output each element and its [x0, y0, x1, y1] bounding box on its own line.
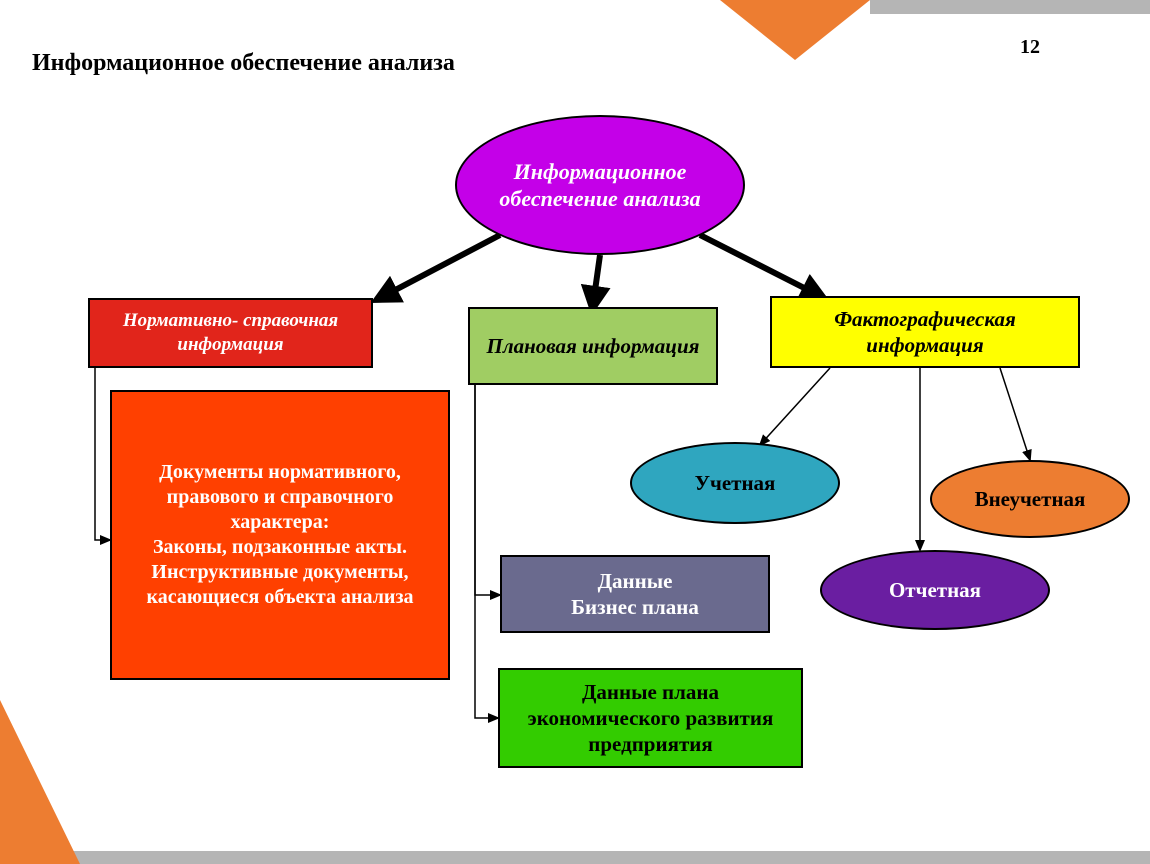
node-business-plan-label: ДанныеБизнес плана	[571, 568, 699, 621]
node-documents-label: Документы нормативного, правового и спра…	[122, 460, 438, 610]
node-uchetnaya: Учетная	[630, 442, 840, 524]
page-number: 12	[1020, 36, 1040, 59]
node-factographic-label: Фактографическая информация	[782, 306, 1068, 359]
diagram-stage: Информационное обеспечение анализа 12 Ин…	[0, 0, 1150, 864]
node-normative-label: Нормативно- справочная информация	[100, 309, 361, 357]
node-normative: Нормативно- справочная информация	[88, 298, 373, 368]
node-vneuchetnaya: Внеучетная	[930, 460, 1130, 538]
node-otchetnaya-label: Отчетная	[889, 577, 981, 603]
node-documents: Документы нормативного, правового и спра…	[110, 390, 450, 680]
node-plan: Плановая информация	[468, 307, 718, 385]
decor-band-bottom	[0, 851, 1150, 864]
node-factographic: Фактографическая информация	[770, 296, 1080, 368]
node-root-label: Информационное обеспечение анализа	[471, 158, 729, 213]
node-econ-plan: Данные плана экономического развития пре…	[498, 668, 803, 768]
decor-band-top	[870, 0, 1150, 14]
node-root: Информационное обеспечение анализа	[455, 115, 745, 255]
decor-triangle-top	[720, 0, 870, 60]
decor-triangle-bottom	[0, 700, 80, 864]
node-econ-plan-label: Данные плана экономического развития пре…	[510, 679, 791, 758]
node-uchetnaya-label: Учетная	[695, 470, 776, 496]
node-business-plan: ДанныеБизнес плана	[500, 555, 770, 633]
node-otchetnaya: Отчетная	[820, 550, 1050, 630]
node-plan-label: Плановая информация	[487, 333, 700, 359]
node-vneuchetnaya-label: Внеучетная	[975, 486, 1086, 512]
slide-title: Информационное обеспечение анализа	[32, 50, 455, 77]
